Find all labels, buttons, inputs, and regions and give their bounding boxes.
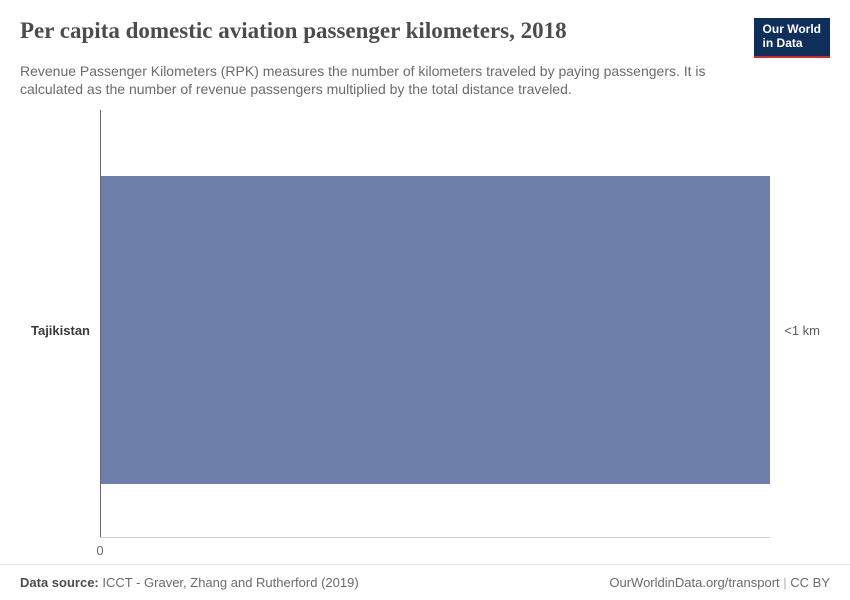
chart-subtitle: Revenue Passenger Kilometers (RPK) measu…: [20, 62, 760, 100]
chart-footer: Data source: ICCT - Graver, Zhang and Ru…: [0, 564, 850, 600]
chart-title: Per capita domestic aviation passenger k…: [20, 18, 754, 44]
bar-category-label: Tajikistan: [20, 323, 100, 338]
bar: [101, 176, 770, 484]
bar-row: Tajikistan <1 km: [20, 176, 830, 484]
x-axis-origin-tick: 0: [96, 543, 103, 558]
footer-license: CC BY: [780, 575, 830, 590]
logo-line2: in Data: [763, 37, 821, 51]
source-text: ICCT - Graver, Zhang and Rutherford (201…: [102, 575, 358, 590]
owid-logo: Our World in Data: [754, 18, 830, 58]
chart-plot-area: 0 Tajikistan <1 km: [20, 110, 830, 550]
header-row: Per capita domestic aviation passenger k…: [20, 18, 830, 58]
chart-container: Per capita domestic aviation passenger k…: [0, 0, 850, 600]
bar-track: [101, 176, 770, 484]
source-label: Data source:: [20, 575, 99, 590]
bar-value-label: <1 km: [784, 323, 820, 338]
x-axis: [100, 537, 770, 538]
footer-source: Data source: ICCT - Graver, Zhang and Ru…: [20, 575, 359, 590]
footer-link: OurWorldinData.org/transport: [609, 575, 779, 590]
logo-line1: Our World: [763, 23, 821, 37]
footer-attribution: OurWorldinData.org/transportCC BY: [609, 575, 830, 590]
